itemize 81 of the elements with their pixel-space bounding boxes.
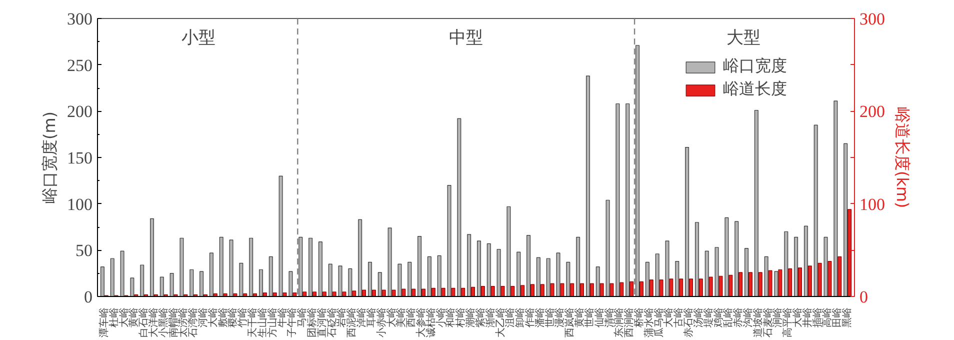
x-tick-label: 沮峪 xyxy=(504,308,516,328)
x-tick-label: 石麦峪 xyxy=(762,308,774,338)
x-tick-label: 沟峪 xyxy=(742,308,754,328)
x-tick-label: 石砭峪 xyxy=(326,308,338,338)
x-tick-label: 小赤峪 xyxy=(375,308,388,338)
x-tick-label: 涧峪 xyxy=(772,308,784,328)
x-tick-label: 杜峪 xyxy=(108,308,120,328)
x-tick-label: 稷峪 xyxy=(226,308,239,328)
y-tick-label: 300 xyxy=(67,10,92,28)
x-tick-label: 直河峪 xyxy=(316,308,328,338)
x-tick-label: 黄峪 xyxy=(128,308,140,328)
x-tick-label: 岩峪 xyxy=(336,308,348,328)
x-tick-label: 西峪 xyxy=(405,308,418,328)
x-tick-label: 高峪 xyxy=(821,308,834,328)
x-tick-label: 大洋峪 xyxy=(147,308,160,338)
x-tick-label: 马峪 xyxy=(296,308,308,328)
x-tick-label: 古峪 xyxy=(672,308,685,328)
x-tick-label: 田峪 xyxy=(831,308,844,328)
x-tick-label: 瓜马峪 xyxy=(652,308,665,338)
x-tick-label: 潭车峪 xyxy=(98,308,110,338)
x-tick-label: 插峪 xyxy=(811,308,824,328)
x-tick-label: 道坡峪 xyxy=(752,308,764,338)
annotation: 大型 xyxy=(726,28,761,48)
y2-tick-label: 0 xyxy=(860,288,868,306)
x-tick-label: 牛峪 xyxy=(276,308,288,328)
x-tick-label: 蒲水峪 xyxy=(642,308,655,338)
x-tick-label: 大峪 xyxy=(385,308,398,328)
y-axis-title: 峪口宽度(m) xyxy=(40,111,59,204)
x-tick-label: 井峪 xyxy=(801,308,814,328)
x-tick-label: 清峪 xyxy=(603,308,616,328)
x-tick-label: 淖峪 xyxy=(356,308,368,328)
x-tick-label: 赤石峪 xyxy=(682,308,695,338)
x-tick-label: 黑峪 xyxy=(841,308,854,328)
x-tick-label: 世峪 xyxy=(544,308,556,328)
x-tick-label: 白石峪 xyxy=(138,308,150,338)
x-tick-label: 诚枯峪 xyxy=(424,308,437,338)
x-tick-label: 敷峪 xyxy=(216,308,229,328)
x-tick-label: 子午峪 xyxy=(286,308,298,338)
x-tick-label: 汤峪 xyxy=(692,308,704,328)
y2-tick-label: 200 xyxy=(860,102,885,122)
x-tick-label: 潘峪 xyxy=(534,308,546,328)
x-tick-label: 作峪 xyxy=(524,308,536,328)
x-tick-label: 桥峪 xyxy=(632,308,645,328)
x-tick-label: 美峪 xyxy=(395,308,408,328)
x-tick-label: 方山峪 xyxy=(266,308,278,338)
y2-tick-label: 100 xyxy=(860,194,885,214)
x-tick-label: 高平峪 xyxy=(782,308,794,338)
x-tick-label: 竹峪 xyxy=(236,308,249,328)
x-tick-label: 天干峪 xyxy=(246,308,259,338)
x-tick-label: 耳峪 xyxy=(365,308,378,328)
x-tick-label: 小峪 xyxy=(434,308,447,328)
x-tick-label: 石湾峪 xyxy=(187,308,200,338)
x-tick-label: 大乙峪 xyxy=(494,308,506,338)
x-tick-label: 河峪 xyxy=(197,308,210,328)
x-tick-label: 西涧峪 xyxy=(623,308,636,338)
y-tick-label: 250 xyxy=(67,56,92,75)
legend-label: 峪口宽度 xyxy=(723,56,787,77)
y2-tick-label: 300 xyxy=(860,10,885,28)
x-tick-label: 世峪 xyxy=(583,308,596,328)
legend-label: 峪道长度 xyxy=(723,79,787,100)
y-tick-label: 0 xyxy=(84,288,92,306)
x-tick-label: 南帽峪 xyxy=(167,308,180,338)
annotation: 中型 xyxy=(449,28,484,48)
y-tick-label: 200 xyxy=(67,102,92,122)
x-tick-label: 紫峪 xyxy=(474,308,486,328)
x-tick-label: 大峪 xyxy=(662,308,675,328)
y-tick-label: 50 xyxy=(76,241,92,260)
x-tick-label: 大峪 xyxy=(206,308,219,328)
x-tick-label: 小黑峪 xyxy=(157,308,170,338)
x-tick-label: 生山峪 xyxy=(256,308,268,338)
y-tick-label: 150 xyxy=(67,148,92,168)
x-tick-label: 堤峪 xyxy=(702,308,714,328)
x-tick-label: 卸峪 xyxy=(514,308,526,328)
x-tick-label: 仙峪 xyxy=(593,308,606,328)
x-tick-label: 大峪 xyxy=(118,308,130,328)
x-tick-label: 渐峪 xyxy=(484,308,496,328)
annotation: 小型 xyxy=(182,28,216,48)
x-tick-label: 赤峪 xyxy=(732,308,744,328)
y2-axis-title: 峪道长度(km) xyxy=(893,106,912,208)
x-tick-label: 鸡峪 xyxy=(712,308,724,328)
y-tick-label: 100 xyxy=(67,194,92,214)
